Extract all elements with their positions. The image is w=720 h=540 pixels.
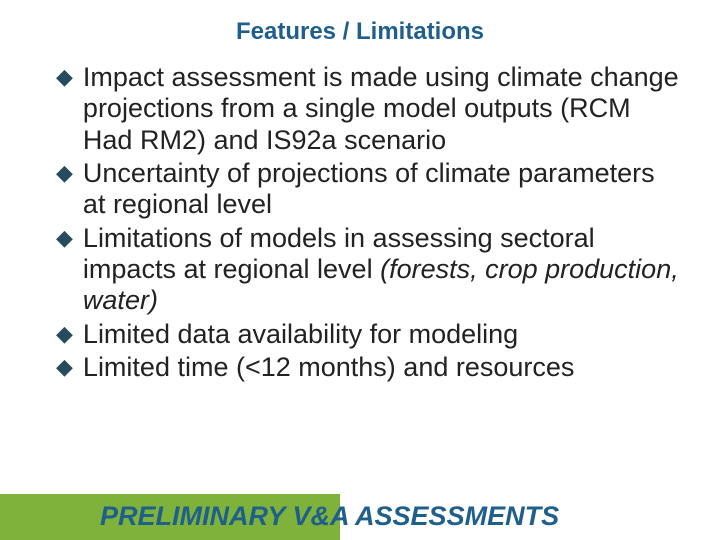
bullet-list: ◆ Impact assessment is made using climat… <box>56 62 680 385</box>
bullet-text-main: Uncertainty of projections of climate pa… <box>83 158 655 219</box>
bullet-text-main: Impact assessment is made using climate … <box>83 62 679 155</box>
bullet-text-main: Limited time (<12 months) and resources <box>83 352 574 382</box>
list-item: ◆ Limitations of models in assessing sec… <box>56 223 680 317</box>
bullet-icon: ◆ <box>56 162 73 184</box>
list-item: ◆ Limited data availability for modeling <box>56 319 680 350</box>
closing-line: PRELIMINARY V&A ASSESSMENTS <box>100 501 559 532</box>
bullet-icon: ◆ <box>56 323 73 345</box>
bullet-text-main: Limited data availability for modeling <box>83 319 518 349</box>
bullet-text: Limited time (<12 months) and resources <box>83 352 680 383</box>
list-item: ◆ Uncertainty of projections of climate … <box>56 158 680 221</box>
bullet-icon: ◆ <box>56 227 73 249</box>
bullet-text: Limited data availability for modeling <box>83 319 680 350</box>
slide-title: Features / Limitations <box>0 18 720 46</box>
bullet-text: Limitations of models in assessing secto… <box>83 223 680 317</box>
bullet-text: Impact assessment is made using climate … <box>83 62 680 156</box>
bullet-text: Uncertainty of projections of climate pa… <box>83 158 680 221</box>
bullet-icon: ◆ <box>56 66 73 88</box>
bullet-icon: ◆ <box>56 356 73 378</box>
slide: Features / Limitations ◆ Impact assessme… <box>0 0 720 540</box>
list-item: ◆ Limited time (<12 months) and resource… <box>56 352 680 383</box>
list-item: ◆ Impact assessment is made using climat… <box>56 62 680 156</box>
